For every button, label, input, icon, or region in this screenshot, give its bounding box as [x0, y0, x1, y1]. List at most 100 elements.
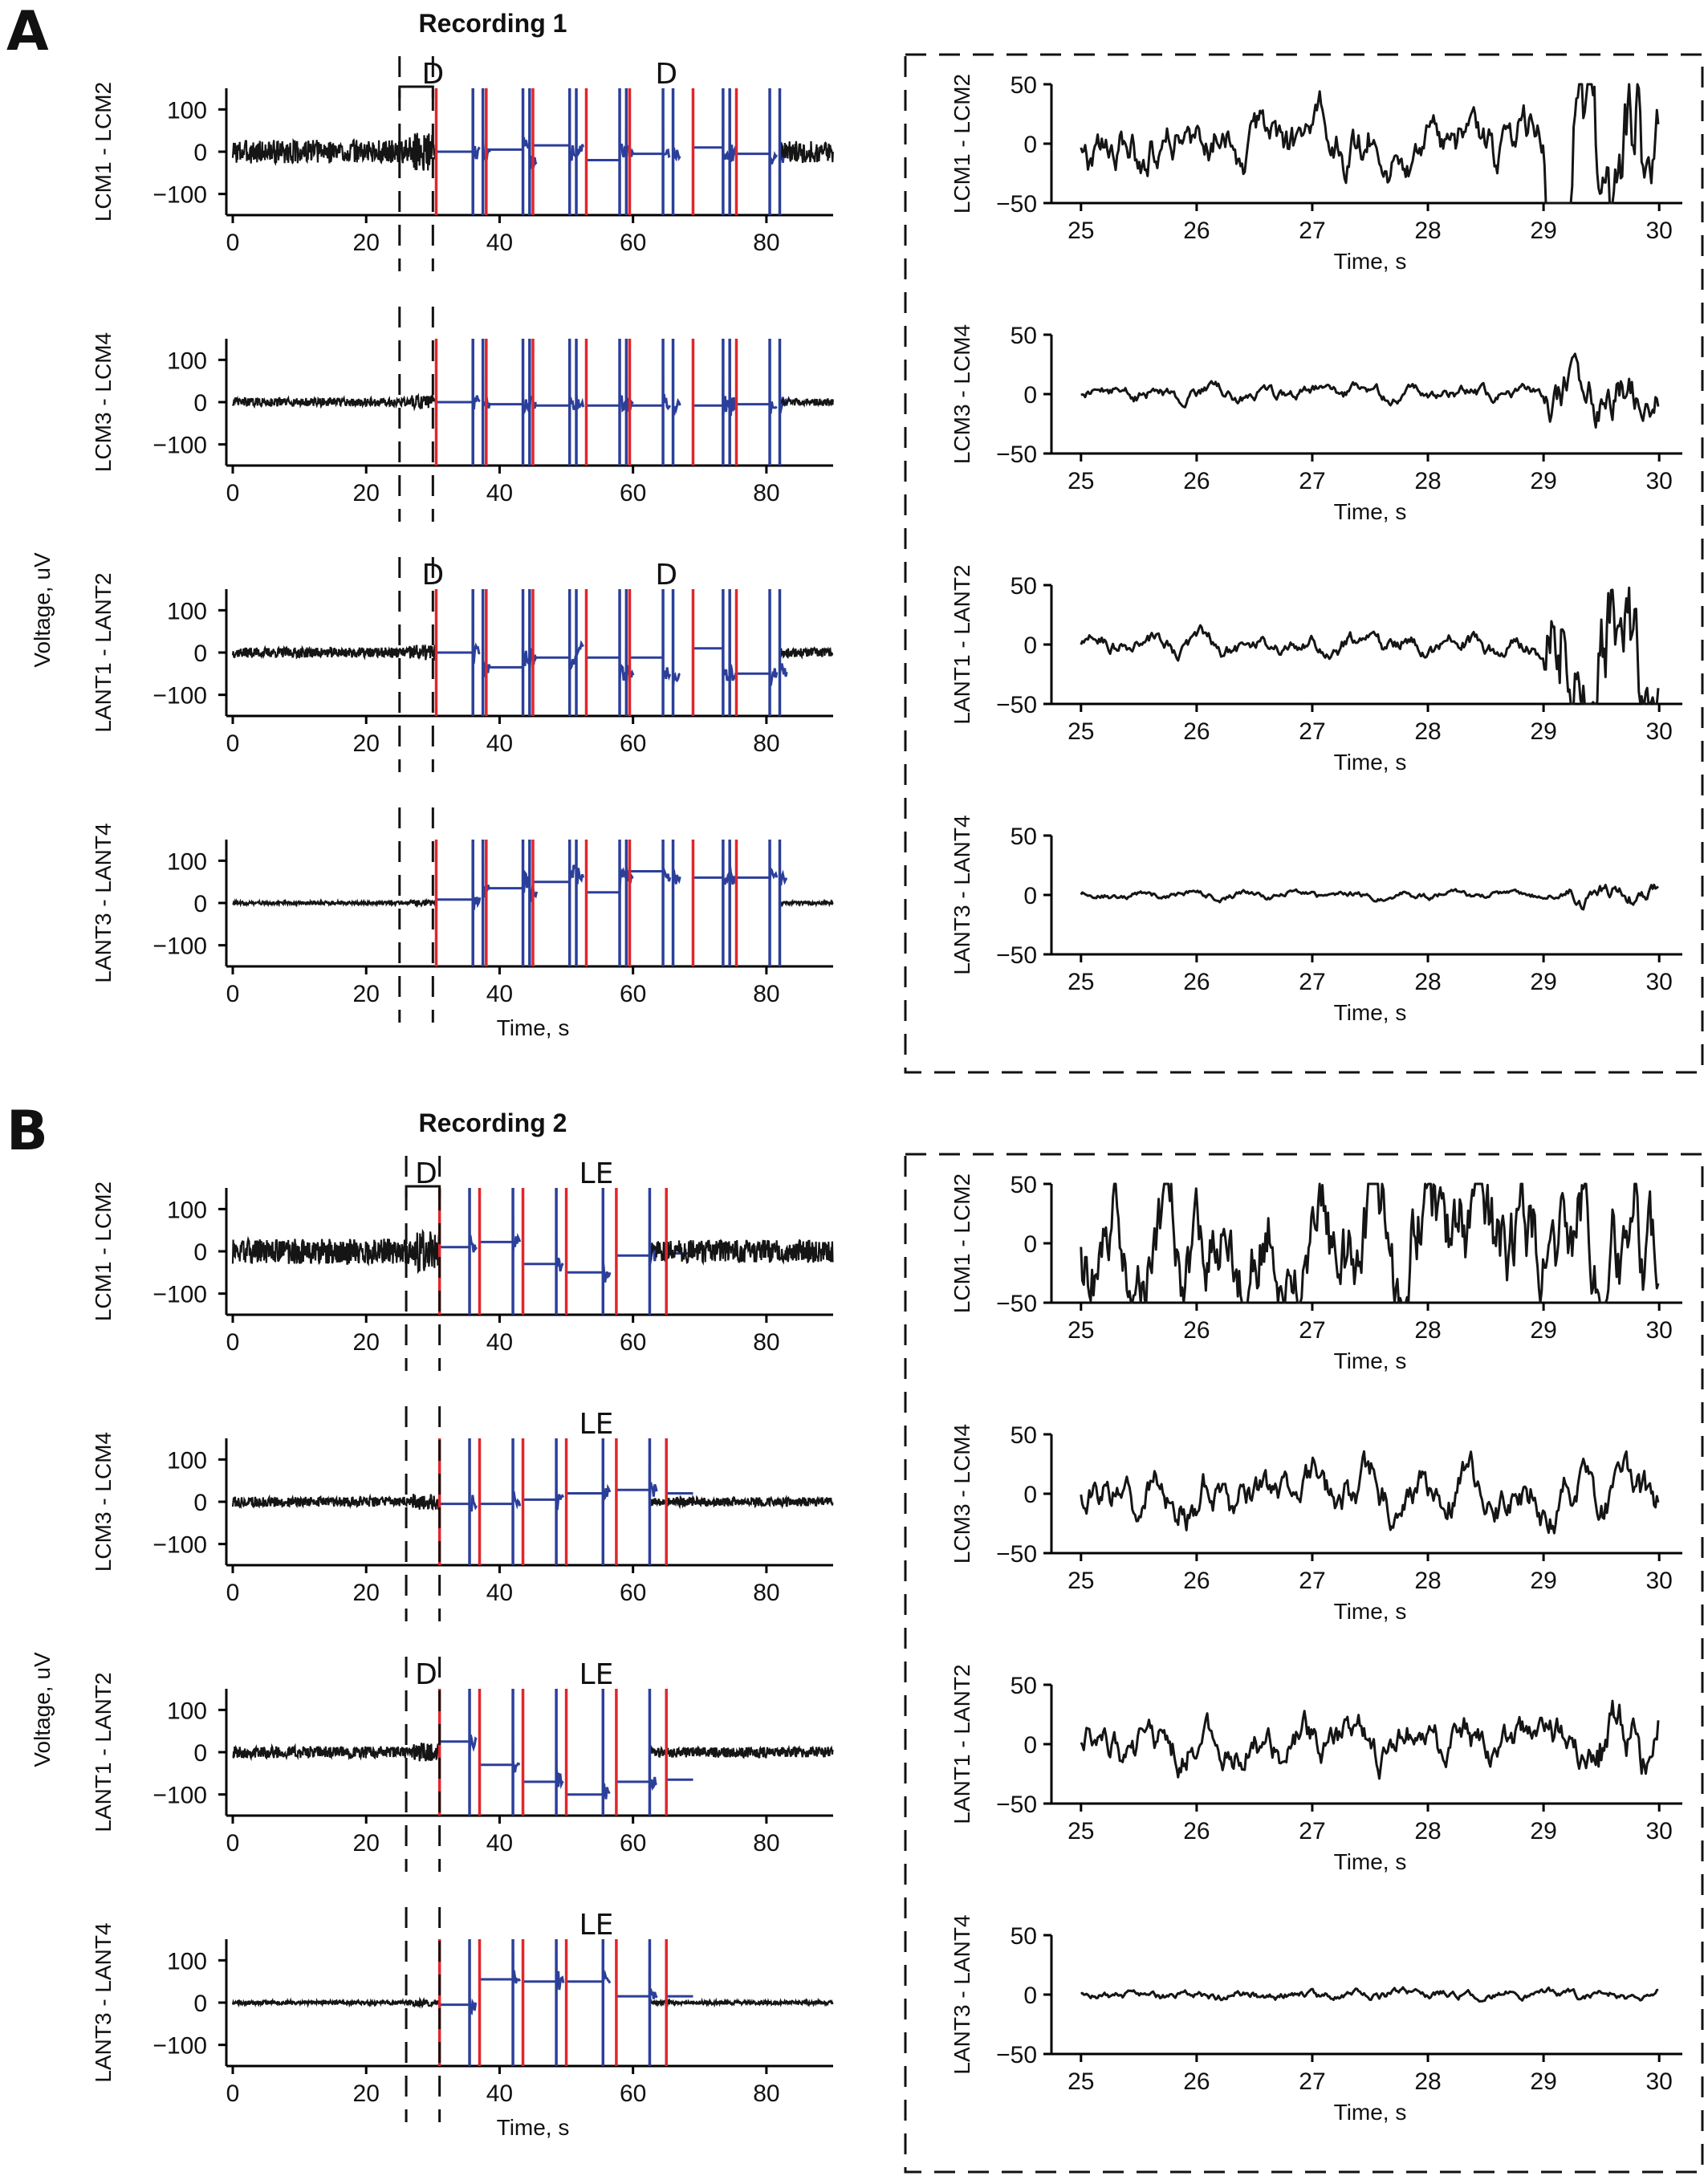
- x-tick-label: 29: [1530, 218, 1556, 244]
- x-tick-label: 80: [753, 1580, 779, 1606]
- x-tick-label: 27: [1299, 218, 1325, 244]
- x-tick-label: 25: [1068, 218, 1094, 244]
- event-annotation: LE: [580, 1408, 614, 1441]
- channel-label: LANT1 - LANT2: [950, 1664, 974, 1824]
- x-tick-label: 40: [486, 1329, 513, 1356]
- x-tick-label: 26: [1183, 468, 1210, 494]
- zoom-plot-3: 50 0 −50 25 26 27 28 29 30 LANT1 - LANT2 Time, s: [950, 1664, 1682, 1874]
- x-axis-label: Time, s: [1334, 249, 1407, 274]
- y-tick-label: −100: [152, 1783, 207, 1809]
- x-tick-label: 0: [226, 1830, 240, 1857]
- y-tick-label: 50: [1011, 1422, 1037, 1449]
- x-tick-label: 30: [1645, 2068, 1672, 2095]
- x-axis-label: Time, s: [497, 1015, 570, 1040]
- x-tick-label: 26: [1183, 1818, 1210, 1844]
- y-tick-label: 100: [167, 1698, 207, 1724]
- channel-plot-1: 100 0 −100 0 20 40 60 80 LCM1 - LCM2 D LE: [91, 1156, 834, 1371]
- post-stim-trace: [779, 898, 834, 908]
- x-tick-label: 28: [1414, 2068, 1441, 2095]
- x-tick-label: 29: [1530, 1568, 1556, 1594]
- channel-label: LCM1 - LCM2: [91, 82, 116, 222]
- channel-plot-2: 100 0 −100 0 20 40 60 80 LCM3 - LCM4: [91, 307, 834, 522]
- x-tick-label: 25: [1068, 969, 1094, 995]
- x-tick-label: 27: [1299, 1568, 1325, 1594]
- y-tick-label: 0: [1023, 632, 1037, 659]
- channel-plot-4: 100 0 −100 0 20 40 60 80 LANT3 - LANT4: [91, 807, 834, 1023]
- zoom-trace: [1080, 1182, 1660, 1304]
- baseline-trace: [232, 897, 437, 909]
- y-tick-label: 0: [193, 641, 207, 667]
- stimulation-trace: [439, 1954, 693, 2015]
- x-tick-label: 20: [353, 230, 380, 256]
- x-tick-label: 25: [1068, 1568, 1094, 1594]
- x-tick-label: 20: [353, 480, 380, 506]
- y-tick-label: 0: [1023, 1732, 1037, 1759]
- x-axis-label: Time, s: [1334, 750, 1407, 775]
- y-tick-label: −50: [996, 942, 1037, 969]
- y-tick-label: 0: [193, 1740, 207, 1767]
- x-tick-label: 80: [753, 730, 779, 757]
- x-tick-label: 0: [226, 480, 240, 506]
- baseline-trace: [231, 645, 437, 661]
- bracket: [398, 85, 434, 98]
- y-tick-label: 50: [1011, 1673, 1037, 1699]
- x-tick-label: 28: [1414, 718, 1441, 745]
- x-tick-label: 30: [1645, 718, 1672, 745]
- zoom-trace: [1080, 1699, 1660, 1780]
- x-tick-label: 60: [620, 2080, 646, 2107]
- baseline-trace: [231, 1493, 441, 1511]
- x-tick-label: 25: [1068, 718, 1094, 745]
- x-tick-label: 27: [1299, 969, 1325, 995]
- x-tick-label: 30: [1645, 1317, 1672, 1344]
- y-tick-label: −100: [152, 1532, 207, 1559]
- panel-B-main: B Recording 2 Voltage, uV 100 0 −100 0 20 40 60 80…: [6, 1100, 834, 2140]
- y-tick-label: 0: [1023, 1983, 1037, 2009]
- post-stim-trace: [649, 1494, 834, 1510]
- x-tick-label: 25: [1068, 2068, 1094, 2095]
- x-tick-label: 40: [486, 2080, 513, 2107]
- x-tick-label: 80: [753, 1830, 779, 1857]
- y-tick-label: 0: [193, 1490, 207, 1516]
- y-tick-label: 0: [1023, 883, 1037, 909]
- y-tick-label: 0: [193, 390, 207, 417]
- y-tick-label: −100: [152, 433, 207, 459]
- y-tick-label: 0: [193, 1239, 207, 1266]
- x-tick-label: 40: [486, 230, 513, 256]
- x-tick-label: 29: [1530, 468, 1556, 494]
- x-tick-label: 40: [486, 1830, 513, 1857]
- zoom-trace: [1080, 83, 1660, 205]
- x-tick-label: 80: [753, 230, 779, 256]
- event-annotation: D: [421, 559, 444, 592]
- x-tick-label: 40: [486, 480, 513, 506]
- x-tick-label: 80: [753, 2080, 779, 2107]
- y-tick-label: 100: [167, 1197, 207, 1223]
- x-tick-label: 30: [1645, 1818, 1672, 1844]
- y-tick-label: 100: [167, 97, 207, 124]
- y-tick-label: 0: [1023, 132, 1037, 158]
- x-tick-label: 27: [1299, 1818, 1325, 1844]
- x-tick-label: 25: [1068, 468, 1094, 494]
- channel-label: LCM3 - LCM4: [91, 332, 116, 472]
- x-tick-label: 20: [353, 1329, 380, 1356]
- y-tick-label: 100: [167, 348, 207, 374]
- x-axis-label: Time, s: [497, 2115, 570, 2140]
- event-annotation: D: [421, 58, 444, 91]
- post-stim-trace: [649, 1238, 834, 1266]
- x-tick-label: 29: [1530, 718, 1556, 745]
- x-tick-label: 28: [1414, 1568, 1441, 1594]
- x-tick-label: 30: [1645, 468, 1672, 494]
- post-stim-trace: [779, 396, 834, 409]
- channel-label: LANT3 - LANT4: [950, 1914, 974, 2074]
- x-tick-label: 0: [226, 1580, 240, 1606]
- x-tick-label: 80: [753, 480, 779, 506]
- channel-label: LANT3 - LANT4: [91, 823, 116, 982]
- stimulation-trace: [439, 1716, 693, 1800]
- x-axis-label: Time, s: [1334, 1000, 1407, 1025]
- x-tick-label: 26: [1183, 218, 1210, 244]
- x-tick-label: 20: [353, 981, 380, 1007]
- event-annotation: D: [415, 1157, 437, 1190]
- channel-plot-1: 100 0 −100 0 20 40 60 80 LCM1 - LCM2 D D: [91, 56, 834, 271]
- x-axis-label: Time, s: [1334, 2100, 1407, 2125]
- x-tick-label: 40: [486, 981, 513, 1007]
- y-tick-label: 0: [1023, 1482, 1037, 1508]
